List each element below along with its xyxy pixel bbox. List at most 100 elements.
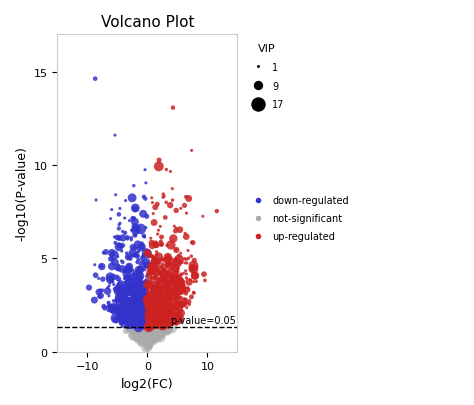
Point — [142, 290, 149, 297]
Point — [112, 317, 119, 323]
Point — [155, 311, 162, 317]
Point — [163, 258, 171, 264]
Point — [156, 271, 164, 277]
Point — [163, 318, 170, 324]
Point — [145, 265, 152, 271]
Point — [159, 332, 166, 338]
Point — [166, 271, 173, 278]
Point — [152, 322, 160, 328]
Point — [132, 296, 139, 302]
Point — [141, 326, 149, 333]
Point — [140, 329, 148, 335]
Point — [146, 306, 153, 313]
Point — [143, 305, 151, 312]
Point — [116, 314, 123, 320]
Point — [150, 322, 157, 329]
Point — [131, 305, 138, 312]
Point — [155, 164, 163, 170]
Point — [162, 322, 169, 328]
Point — [134, 311, 141, 318]
Point — [143, 279, 151, 286]
Point — [127, 281, 135, 288]
Point — [135, 313, 143, 320]
Point — [142, 300, 150, 306]
Point — [147, 321, 155, 328]
Point — [158, 310, 166, 317]
Point — [139, 325, 146, 332]
Point — [126, 305, 134, 312]
Point — [137, 315, 144, 321]
Point — [126, 316, 134, 323]
Point — [133, 303, 140, 310]
Point — [133, 309, 141, 316]
Point — [122, 308, 130, 314]
Point — [121, 284, 129, 291]
Point — [147, 336, 155, 343]
Point — [130, 313, 137, 320]
Point — [118, 290, 126, 296]
Point — [130, 322, 137, 328]
Point — [138, 254, 146, 260]
Point — [129, 303, 137, 309]
Point — [166, 308, 173, 314]
Point — [153, 329, 161, 336]
Point — [131, 322, 138, 328]
Point — [132, 309, 139, 315]
Point — [136, 315, 144, 322]
Point — [138, 244, 146, 251]
Point — [161, 316, 169, 323]
Point — [144, 288, 151, 294]
Point — [165, 294, 173, 301]
Point — [190, 266, 197, 273]
Point — [141, 335, 149, 341]
Point — [162, 264, 170, 271]
Point — [165, 294, 173, 301]
Point — [121, 324, 129, 330]
Point — [135, 292, 143, 299]
Point — [153, 281, 161, 288]
Point — [144, 321, 152, 327]
Point — [154, 316, 161, 322]
Point — [134, 259, 141, 266]
Point — [145, 300, 153, 306]
Point — [137, 328, 145, 335]
Point — [141, 324, 148, 331]
Point — [150, 310, 158, 316]
Point — [141, 342, 148, 349]
Point — [171, 258, 178, 264]
Point — [96, 287, 104, 294]
Point — [145, 305, 153, 311]
Point — [164, 305, 171, 311]
Point — [104, 288, 111, 295]
Point — [154, 299, 162, 305]
Point — [124, 291, 132, 298]
Point — [123, 320, 131, 327]
Point — [162, 324, 169, 330]
Point — [145, 334, 152, 340]
Point — [155, 318, 162, 324]
Point — [134, 326, 141, 333]
Point — [142, 297, 150, 303]
Point — [133, 275, 141, 281]
Point — [136, 270, 144, 277]
Point — [142, 329, 149, 336]
Point — [169, 292, 176, 298]
Point — [143, 334, 151, 340]
Point — [153, 323, 161, 329]
Point — [128, 292, 135, 298]
Point — [146, 301, 153, 307]
Point — [145, 339, 153, 345]
Point — [155, 313, 163, 319]
Point — [140, 333, 147, 339]
Point — [131, 298, 138, 304]
Point — [139, 321, 146, 328]
Point — [139, 301, 146, 308]
Point — [154, 308, 161, 314]
Point — [137, 310, 145, 316]
Point — [151, 265, 159, 271]
Point — [147, 323, 155, 329]
Point — [133, 313, 140, 319]
Point — [118, 311, 126, 317]
Point — [140, 327, 147, 333]
Point — [150, 254, 157, 261]
